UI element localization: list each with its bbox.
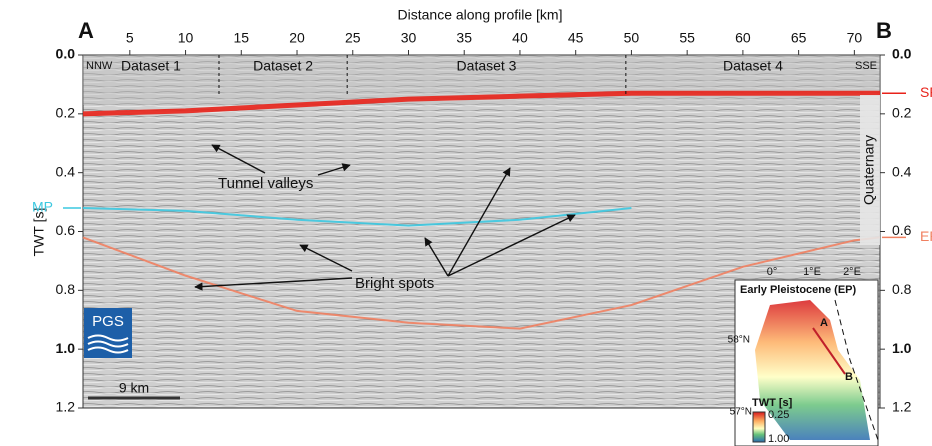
inset-lat: 57°N	[730, 407, 752, 418]
x-tick-label: 55	[679, 30, 695, 46]
x-tick-label: 70	[847, 30, 863, 46]
y-tick-label: 0.0	[892, 46, 912, 62]
x-tick-label: 35	[456, 30, 472, 46]
y-tick-label: 0.8	[56, 281, 76, 297]
x-tick-label: 40	[512, 30, 528, 46]
inset-point: B	[845, 371, 853, 383]
x-axis-title: Distance along profile [km]	[398, 7, 563, 23]
y-axis-title: TWT [s]	[31, 208, 47, 257]
x-tick-label: 65	[791, 30, 807, 46]
arrows	[194, 144, 576, 291]
y-tick-label: 1.2	[892, 399, 912, 415]
panel-label: B	[876, 18, 892, 43]
colorbar-tick: 1.00	[768, 433, 789, 445]
x-tick-label: 20	[289, 30, 305, 46]
direction: SSE	[855, 60, 877, 72]
direction: NNW	[86, 60, 113, 72]
panel-label: A	[78, 18, 94, 43]
dataset-label: Dataset 3	[457, 58, 517, 74]
horizon-label: MP	[32, 199, 53, 215]
horizon	[82, 90, 880, 117]
x-tick-label: 45	[568, 30, 584, 46]
y-tick-label: 0.2	[56, 105, 76, 121]
x-tick-label: 15	[233, 30, 249, 46]
inset-map	[734, 279, 879, 446]
inset-lon: 1°E	[803, 266, 821, 278]
dataset-label: Dataset 2	[253, 58, 313, 74]
y-tick-label: 0.2	[892, 105, 912, 121]
unit-label: Quaternary	[861, 135, 877, 205]
quaternary-box	[860, 95, 880, 245]
dataset-label: Dataset 1	[121, 58, 181, 74]
horizon-label: SF	[920, 84, 932, 100]
x-tick-label: 5	[126, 30, 134, 46]
dataset-label: Dataset 4	[723, 58, 783, 74]
horizon-label: EP	[920, 228, 932, 244]
y-tick-label: 0.6	[56, 222, 76, 238]
annotation: Bright spots	[355, 275, 434, 292]
y-tick-label: 1.0	[56, 340, 76, 356]
y-tick-label: 0.4	[56, 163, 76, 179]
horizon	[82, 236, 881, 330]
colorbar-title: TWT [s]	[752, 397, 793, 409]
inset-title: Early Pleistocene (EP)	[740, 284, 856, 296]
inset-lon: 2°E	[843, 266, 861, 278]
inset-point: A	[820, 317, 828, 329]
y-tick-label: 0.4	[892, 163, 912, 179]
x-tick-label: 10	[178, 30, 194, 46]
x-tick-label: 60	[735, 30, 751, 46]
y-tick-label: 1.2	[56, 399, 76, 415]
x-tick-label: 25	[345, 30, 361, 46]
scale-label: 9 km	[119, 380, 149, 396]
y-tick-label: 1.0	[892, 340, 912, 356]
logo-text: PGS	[92, 313, 124, 330]
annotation: Tunnel valleys	[218, 175, 313, 192]
inset-lat: 58°N	[728, 335, 750, 346]
x-tick-label: 30	[401, 30, 417, 46]
horizon	[82, 206, 632, 227]
y-tick-label: 0.6	[892, 222, 912, 238]
y-tick-label: 0.8	[892, 281, 912, 297]
inset-lon: 0°	[767, 266, 778, 278]
colorbar-tick: 0.25	[768, 409, 789, 421]
logo-waves	[87, 334, 129, 354]
x-tick-label: 50	[624, 30, 640, 46]
y-tick-label: 0.0	[56, 46, 76, 62]
